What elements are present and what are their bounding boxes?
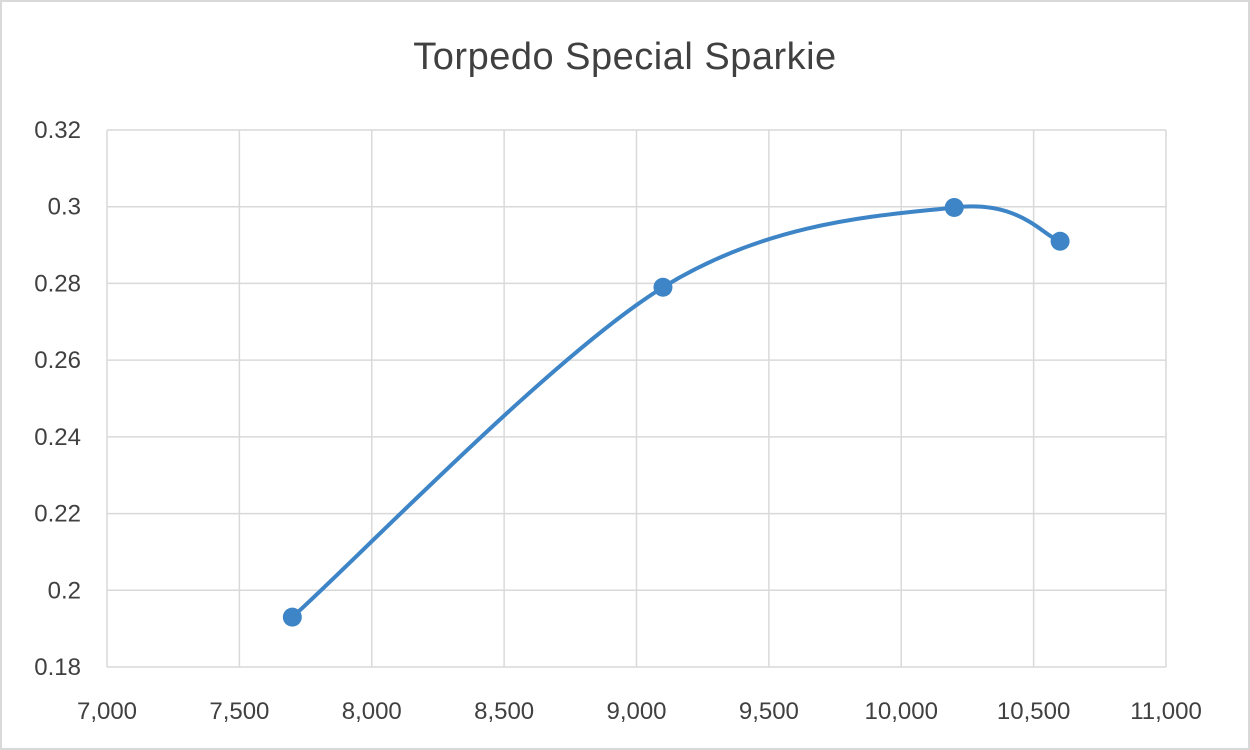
x-tick-label: 8,000 (342, 698, 402, 725)
x-tick-label: 10,500 (997, 698, 1070, 725)
x-tick-label: 9,000 (606, 698, 666, 725)
y-tick-label: 0.28 (34, 270, 81, 297)
x-tick-label: 7,000 (77, 698, 137, 725)
y-tick-label: 0.18 (34, 654, 81, 681)
chart-title: Torpedo Special Sparkie (413, 36, 837, 78)
x-tick-label: 11,000 (1130, 698, 1202, 725)
y-tick-label: 0.2 (48, 577, 81, 604)
y-tick-label: 0.24 (34, 424, 81, 451)
x-tick-label: 7,500 (209, 698, 269, 725)
x-tick-label: 9,500 (739, 698, 799, 725)
y-tick-label: 0.32 (34, 117, 81, 144)
data-point (653, 277, 673, 297)
y-tick-label: 0.26 (34, 347, 81, 374)
data-point (944, 197, 964, 217)
y-tick-label: 0.22 (34, 501, 81, 528)
y-tick-label: 0.3 (48, 194, 81, 221)
x-tick-label: 10,000 (865, 698, 938, 725)
series-line (290, 204, 1063, 620)
x-tick-label: 8,500 (474, 698, 534, 725)
data-point (282, 607, 302, 627)
data-point (1050, 231, 1070, 251)
